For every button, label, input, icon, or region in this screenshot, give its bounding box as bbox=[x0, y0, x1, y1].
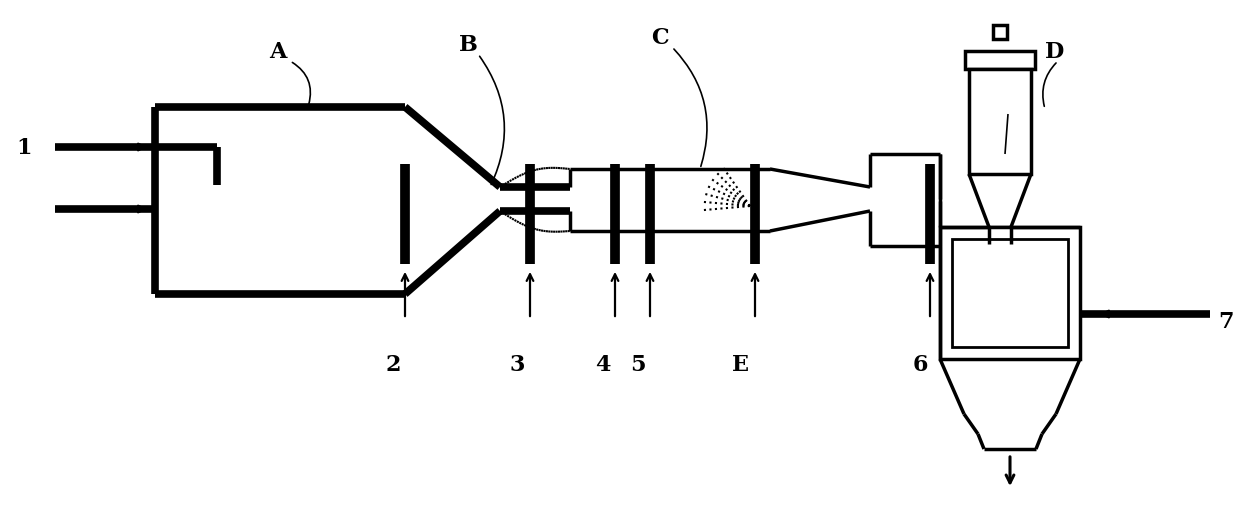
Text: 3: 3 bbox=[510, 354, 525, 375]
Text: E: E bbox=[732, 354, 749, 375]
Text: 6: 6 bbox=[913, 354, 928, 375]
Bar bbox=[968, 70, 1030, 175]
Text: A: A bbox=[269, 41, 286, 63]
Text: 5: 5 bbox=[630, 354, 646, 375]
Text: B: B bbox=[459, 34, 477, 56]
Text: 4: 4 bbox=[595, 354, 610, 375]
Bar bbox=[990, 228, 1011, 244]
Bar bbox=[965, 52, 1035, 70]
Bar bbox=[940, 228, 1080, 359]
Text: 1: 1 bbox=[16, 137, 32, 159]
Bar bbox=[952, 239, 1068, 347]
Text: 2: 2 bbox=[386, 354, 401, 375]
Text: D: D bbox=[1045, 41, 1065, 63]
Text: 7: 7 bbox=[1218, 311, 1234, 332]
Bar bbox=[993, 26, 1007, 40]
Text: C: C bbox=[651, 27, 668, 49]
